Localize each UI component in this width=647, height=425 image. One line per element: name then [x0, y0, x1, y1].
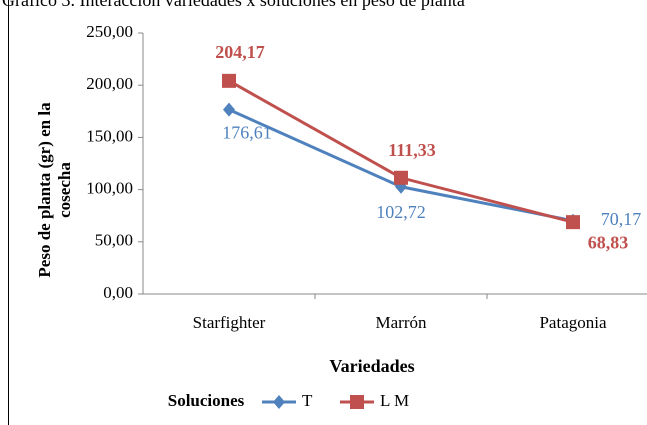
marker [350, 395, 364, 409]
data-label: 111,33 [388, 140, 436, 160]
y-tick-label: 250,00 [86, 22, 133, 41]
y-axis-label: Peso de planta (gr) en la [35, 102, 54, 278]
marker [273, 395, 285, 409]
x-tick-label: Patagonia [539, 313, 606, 332]
y-tick-label: 150,00 [86, 126, 133, 145]
legend-label: T [302, 391, 313, 410]
y-tick-label: 200,00 [86, 74, 133, 93]
chart-title: Gráfico 3. Interacción variedades x solu… [2, 0, 465, 10]
x-tick-label: Marrón [376, 313, 427, 332]
y-tick-label: 100,00 [86, 179, 133, 198]
legend-title: Soluciones [168, 391, 245, 410]
x-axis-label: Variedades [329, 356, 414, 376]
y-tick-label: 50,00 [95, 231, 133, 250]
data-label: 204,17 [215, 42, 265, 62]
data-label: 70,17 [601, 209, 642, 229]
marker [222, 73, 236, 88]
data-label: 176,61 [222, 123, 272, 143]
marker [566, 215, 580, 230]
marker [394, 170, 408, 185]
legend-label: L M [380, 391, 409, 410]
data-label: 102,72 [376, 202, 426, 222]
data-label: 68,83 [588, 232, 629, 252]
x-tick-label: Starfighter [193, 313, 266, 332]
y-axis-label: cosecha [55, 162, 74, 218]
y-tick-label: 0,00 [103, 283, 133, 302]
marker [223, 102, 235, 117]
